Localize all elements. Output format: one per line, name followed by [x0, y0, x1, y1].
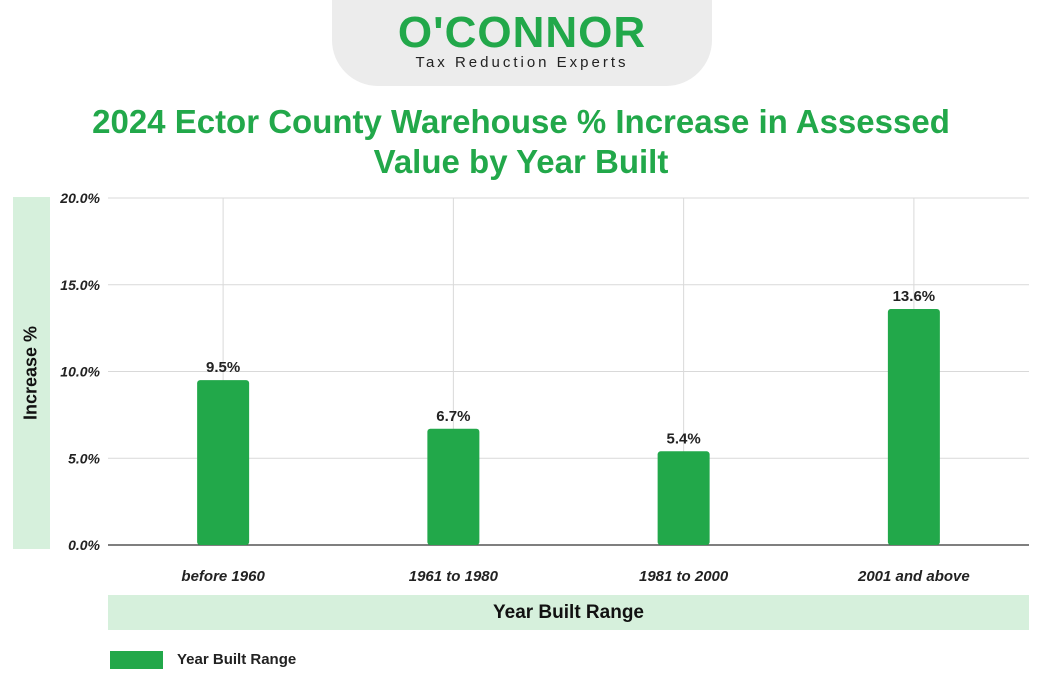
y-tick-label: 5.0% [68, 450, 100, 466]
y-axis-label-band [13, 197, 50, 549]
legend-swatch [110, 651, 163, 669]
bar-data-label: 9.5% [206, 359, 240, 376]
logo-tagline: Tax Reduction Experts [415, 54, 629, 71]
bar-data-label: 5.4% [667, 430, 701, 447]
y-tick-label: 0.0% [68, 537, 100, 553]
bar-layer [197, 309, 940, 545]
bar [427, 428, 480, 545]
y-tick-label: 10.0% [60, 364, 100, 380]
x-tick-label: 1981 to 2000 [639, 568, 729, 585]
chart-title: 2024 Ector County Warehouse % Increase i… [92, 103, 950, 180]
x-axis-label: Year Built Range [108, 595, 1029, 630]
logo-banner: O'CONNOR Tax Reduction Experts [332, 0, 712, 86]
x-tick-label: before 1960 [181, 568, 265, 585]
y-tick-label: 15.0% [60, 277, 100, 293]
x-tick-label: 2001 and above [857, 568, 970, 585]
legend-label: Year Built Range [177, 651, 297, 668]
bar-data-label: 6.7% [436, 408, 470, 425]
x-tick-label: 1961 to 1980 [409, 568, 499, 585]
bar [197, 380, 250, 545]
label-layer: 0.0% 5.0% 10.0% 15.0% 20.0% 9.5% before 1960 6.… [59, 190, 969, 585]
bar-data-label: 13.6% [893, 288, 936, 305]
bar [887, 309, 940, 545]
logo-wordmark: O'CONNOR [397, 8, 647, 57]
bar [657, 451, 710, 545]
y-tick-label: 20.0% [59, 190, 100, 206]
